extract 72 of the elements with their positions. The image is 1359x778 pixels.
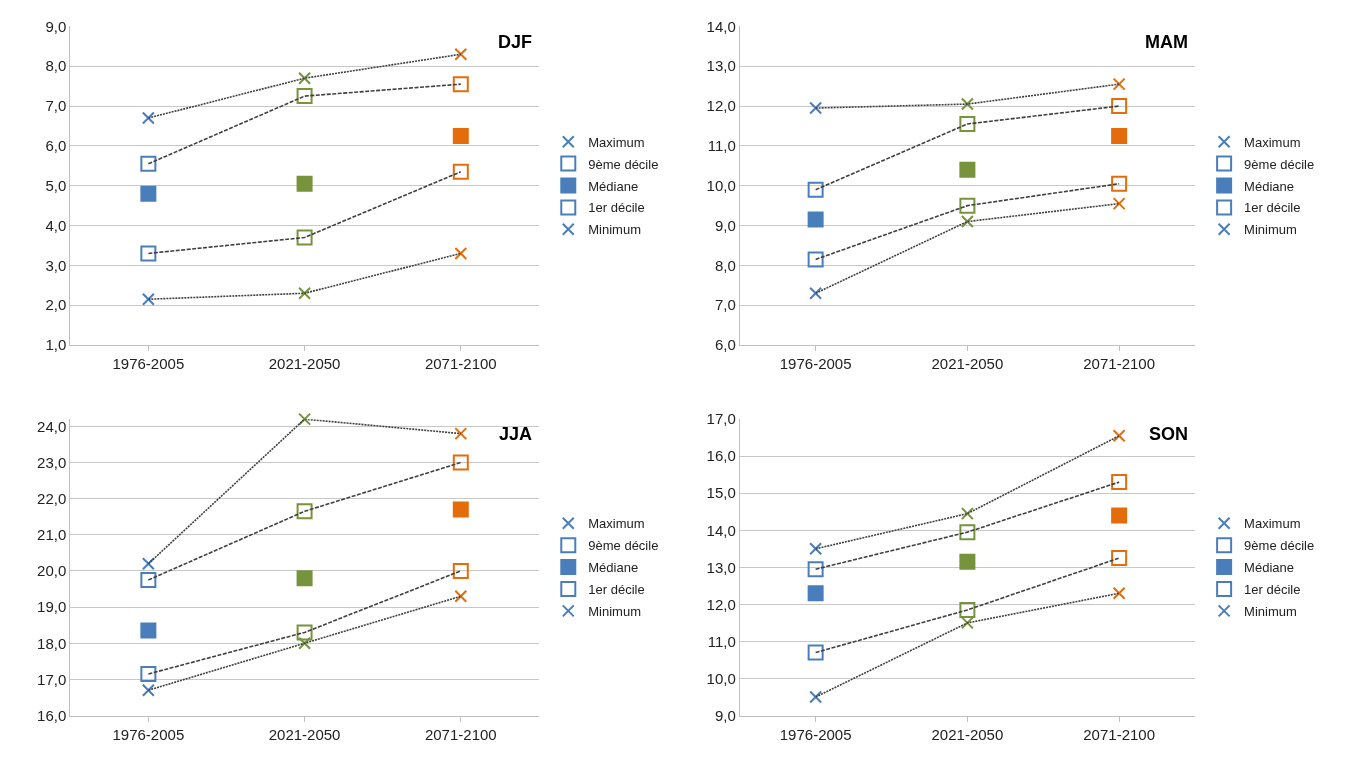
x-tick-label: 1976-2005 xyxy=(112,355,185,373)
legend-label: 1er décile xyxy=(1244,582,1301,598)
y-tick-label: 21,0 xyxy=(37,526,67,544)
y-tick-label: 13,0 xyxy=(706,57,736,75)
x-tick-label: 1976-2005 xyxy=(779,355,852,373)
x-tick-label: 2021-2050 xyxy=(268,725,341,743)
x-tick-label: 2071-2100 xyxy=(1083,355,1155,373)
chart-title: JJA xyxy=(499,424,533,444)
legend-label: Maximum xyxy=(1244,134,1301,150)
y-tick-label: 9,0 xyxy=(45,17,67,35)
y-tick-label: 15,0 xyxy=(706,484,736,502)
legend-label: 1er décile xyxy=(1244,200,1301,216)
y-tick-label: 17,0 xyxy=(37,670,67,688)
legend-label: 9ème décile xyxy=(588,538,659,554)
y-tick-label: 7,0 xyxy=(714,296,736,314)
x-tick-label: 2021-2050 xyxy=(931,355,1004,373)
y-tick-label: 1,0 xyxy=(45,336,67,354)
legend-label: Minimum xyxy=(588,222,642,238)
y-tick-label: 10,0 xyxy=(706,669,736,687)
legend-label: Minimum xyxy=(1244,222,1297,238)
x-tick-label: 2021-2050 xyxy=(268,355,341,373)
legend-label: Médiane xyxy=(1244,178,1294,194)
legend-label: Médiane xyxy=(588,560,639,576)
y-tick-label: 16,0 xyxy=(37,706,67,724)
y-tick-label: 18,0 xyxy=(37,634,67,652)
y-tick-label: 11,0 xyxy=(707,632,736,650)
y-tick-label: 23,0 xyxy=(37,453,67,471)
y-tick-label: 12,0 xyxy=(706,97,736,115)
y-tick-label: 3,0 xyxy=(45,256,67,274)
y-tick-label: 22,0 xyxy=(37,489,67,507)
x-tick-label: 2071-2100 xyxy=(1083,725,1155,743)
y-tick-label: 19,0 xyxy=(37,598,67,616)
y-tick-label: 7,0 xyxy=(45,97,67,115)
y-tick-label: 17,0 xyxy=(706,410,736,428)
y-tick-label: 8,0 xyxy=(45,57,67,75)
y-tick-label: 10,0 xyxy=(706,176,736,194)
legend-label: 9ème décile xyxy=(588,156,659,172)
legend-label: 1er décile xyxy=(588,582,645,598)
y-tick-label: 6,0 xyxy=(45,137,67,155)
y-tick-label: 11,0 xyxy=(707,137,736,155)
legend-label: 1er décile xyxy=(588,200,645,216)
x-tick-label: 1976-2005 xyxy=(779,725,852,743)
legend-label: 9ème décile xyxy=(1244,156,1315,172)
chart-title: MAM xyxy=(1145,32,1188,52)
y-tick-label: 8,0 xyxy=(714,256,736,274)
chart-title: DJF xyxy=(498,32,533,52)
y-tick-label: 13,0 xyxy=(706,558,736,576)
x-tick-label: 2021-2050 xyxy=(931,725,1004,743)
legend-label: Maximum xyxy=(588,134,645,150)
x-tick-label: 1976-2005 xyxy=(112,725,185,743)
y-tick-label: 9,0 xyxy=(714,216,736,234)
y-tick-label: 2,0 xyxy=(45,296,67,314)
y-tick-label: 14,0 xyxy=(706,17,736,35)
x-tick-label: 2071-2100 xyxy=(424,725,497,743)
legend-label: Maximum xyxy=(588,516,645,532)
legend-label: Minimum xyxy=(1244,603,1297,619)
legend-label: Médiane xyxy=(588,178,639,194)
y-tick-label: 20,0 xyxy=(37,562,67,580)
y-tick-label: 16,0 xyxy=(706,447,736,465)
y-tick-label: 9,0 xyxy=(714,706,736,724)
y-tick-label: 24,0 xyxy=(37,417,67,435)
legend-label: Médiane xyxy=(1244,560,1294,576)
y-tick-label: 12,0 xyxy=(706,595,736,613)
y-tick-label: 4,0 xyxy=(45,216,67,234)
y-tick-label: 14,0 xyxy=(706,521,736,539)
y-tick-label: 5,0 xyxy=(45,176,67,194)
chart-title: SON xyxy=(1149,424,1189,444)
x-tick-label: 2071-2100 xyxy=(424,355,497,373)
legend-label: Minimum xyxy=(588,603,642,619)
y-tick-label: 6,0 xyxy=(714,336,736,354)
legend-label: 9ème décile xyxy=(1244,538,1315,554)
legend-label: Maximum xyxy=(1244,516,1301,532)
